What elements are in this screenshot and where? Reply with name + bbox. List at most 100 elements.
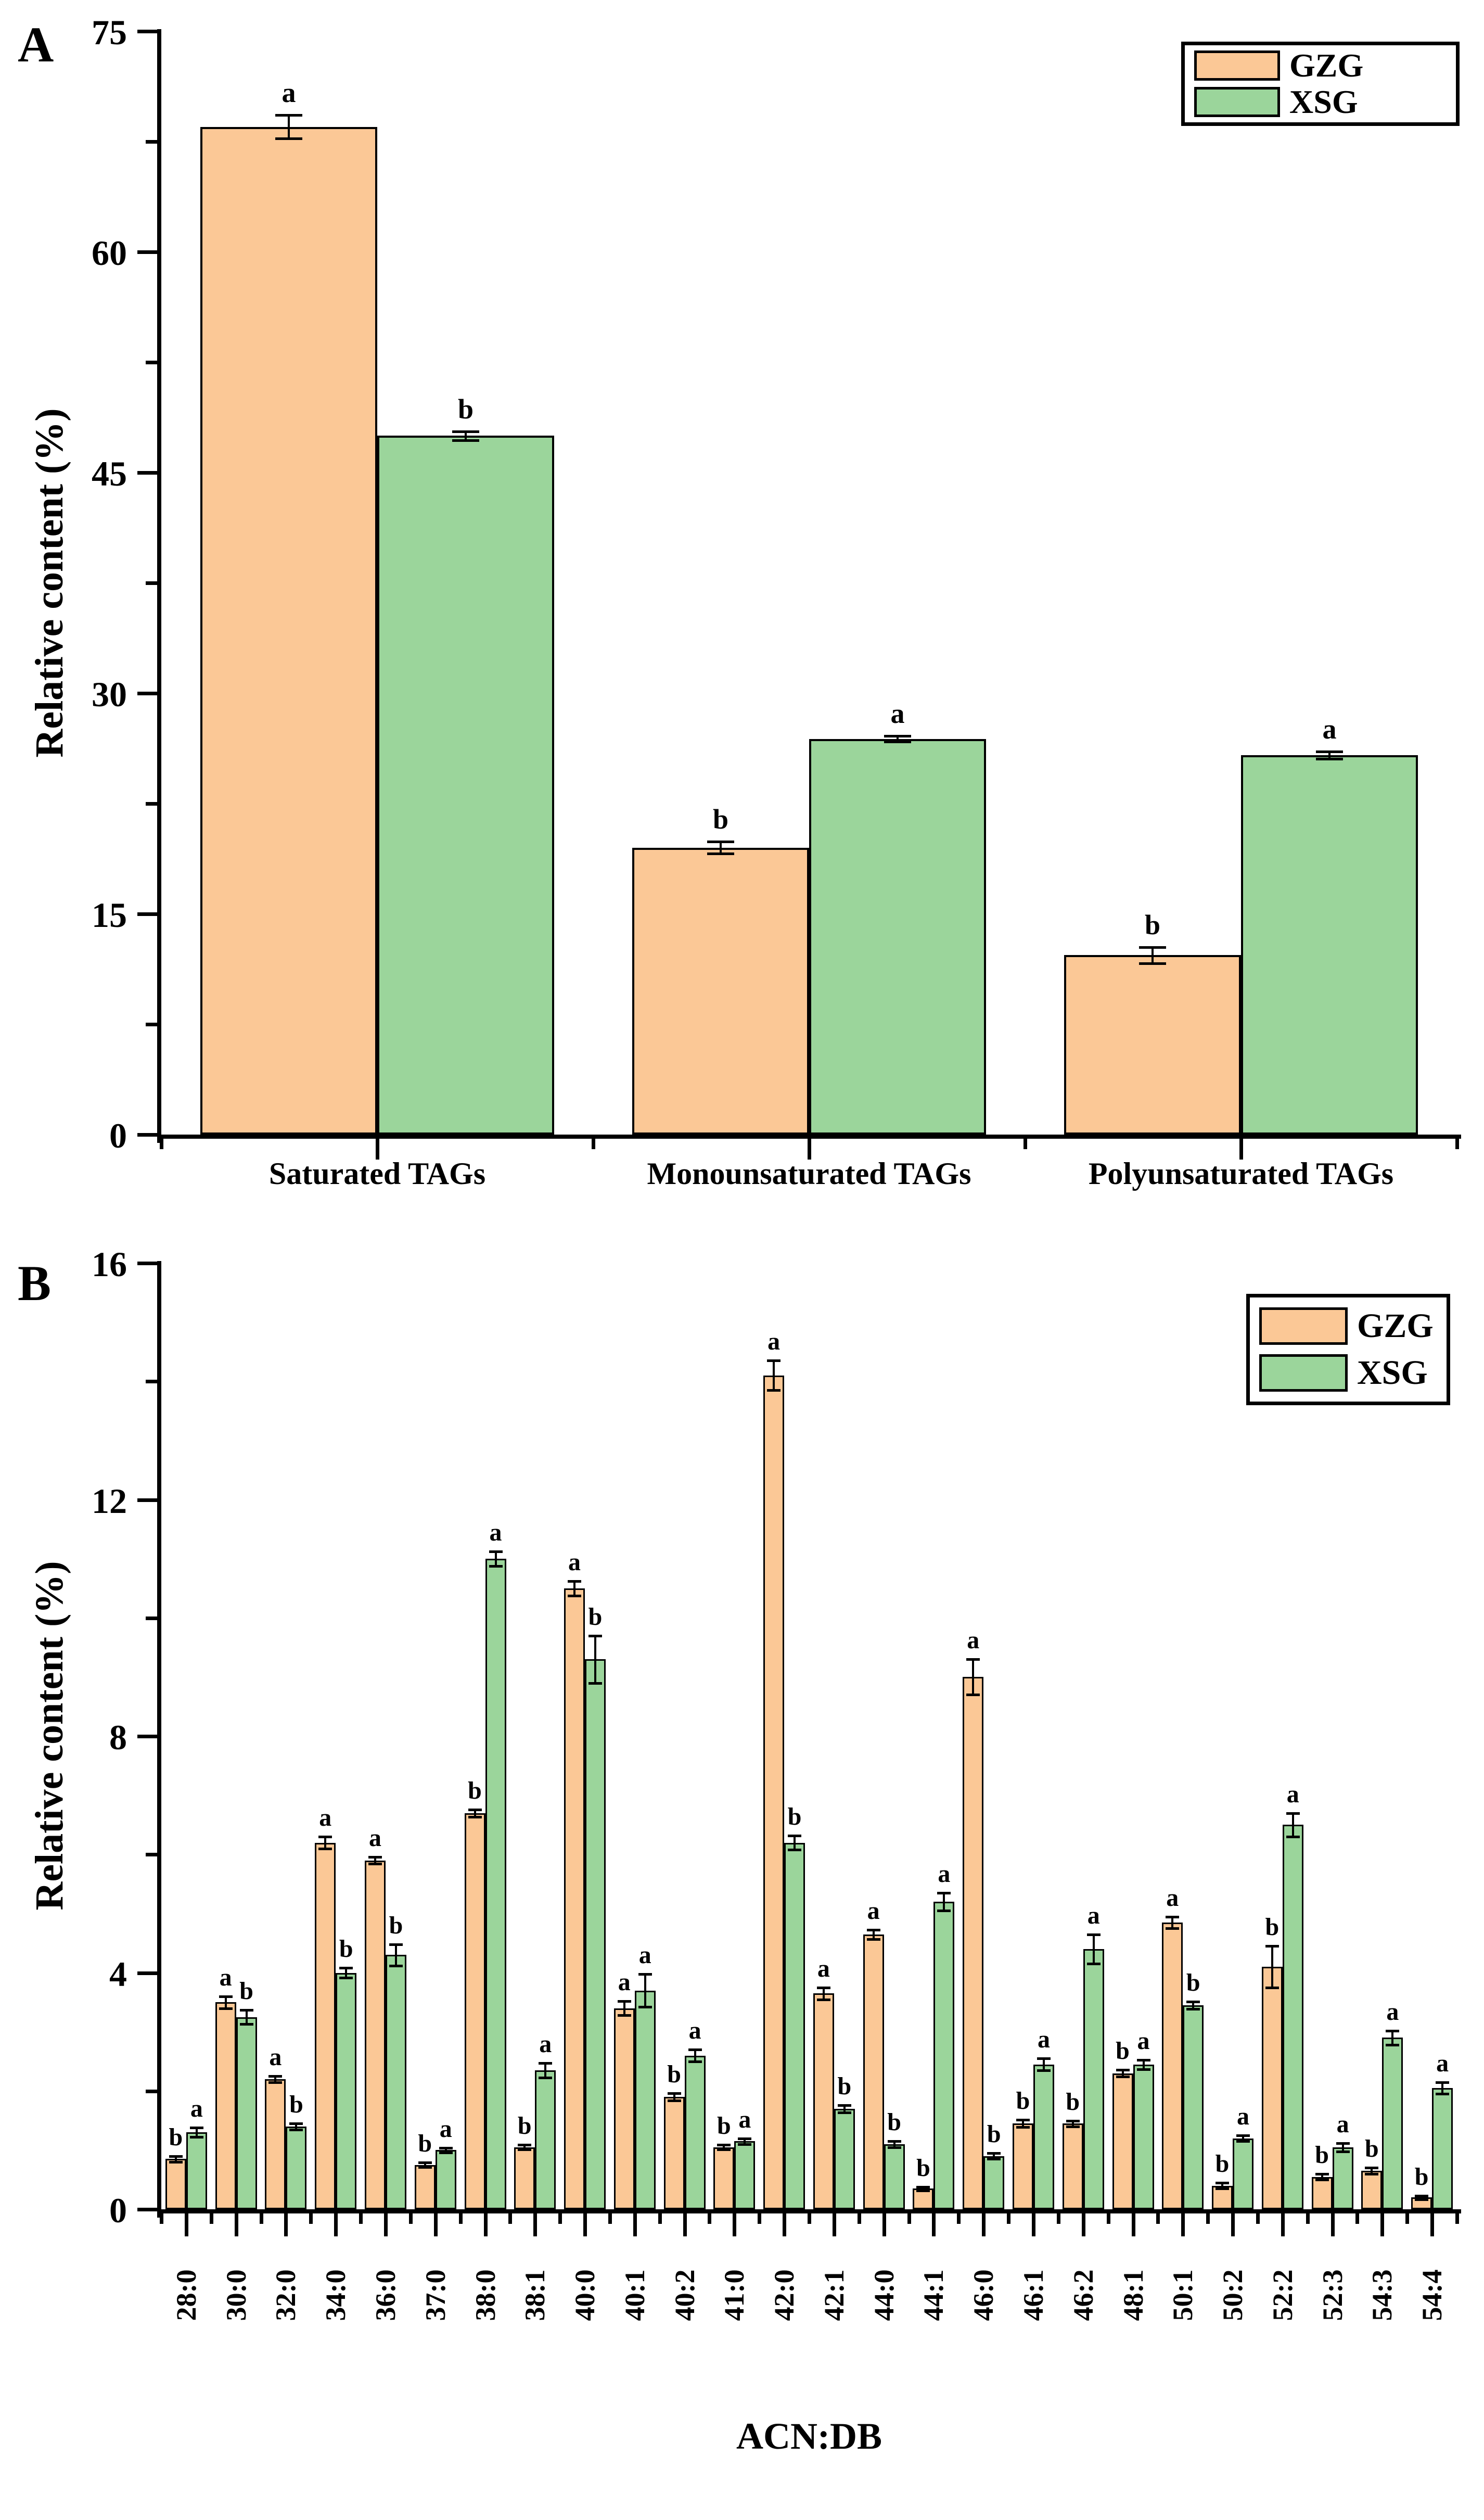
x-boundary-tick <box>1355 2213 1360 2224</box>
error-bar-cap-top <box>816 1986 830 1989</box>
error-bar <box>897 735 899 742</box>
error-bar-cap-top <box>275 114 302 117</box>
error-bar-cap-bottom <box>1166 1927 1180 1930</box>
error-bar <box>1441 2082 1444 2094</box>
error-bar-cap-top <box>268 2075 283 2078</box>
error-bar <box>1291 1813 1294 1837</box>
error-bar-cap-bottom <box>738 2143 752 2146</box>
error-bar-cap-bottom <box>887 2146 901 2149</box>
y-major-tick <box>137 1735 157 1738</box>
bar-xsg-54:4 <box>1432 2088 1453 2209</box>
error-bar <box>374 1856 376 1864</box>
error-bar <box>893 2141 895 2147</box>
bar-xsg-37:0 <box>435 2150 456 2209</box>
error-bar-cap-bottom <box>568 1594 582 1597</box>
error-bar-cap-top <box>589 1634 603 1637</box>
y-minor-tick <box>146 1853 157 1857</box>
error-bar-cap-top <box>1316 750 1343 753</box>
panel-b-label: B <box>18 1255 52 1311</box>
y-minor-tick <box>146 1380 157 1384</box>
bar-gzg-Monounsaturated TAGs <box>632 847 809 1135</box>
x-major-tick <box>433 2213 438 2236</box>
legend-label-xsg: XSG <box>1289 83 1358 121</box>
bar-xsg-34:0 <box>336 1972 357 2209</box>
error-bar-cap-top <box>916 2185 930 2188</box>
bar-gzg-46:0 <box>963 1677 984 2209</box>
error-bar-cap-bottom <box>169 2161 183 2164</box>
x-major-tick <box>882 2213 886 2236</box>
error-bar <box>1421 2195 1423 2199</box>
error-bar-cap-bottom <box>1415 2198 1429 2201</box>
error-bar <box>1071 2120 1074 2127</box>
error-bar-cap-top <box>452 430 479 433</box>
y-major-tick <box>137 912 157 916</box>
x-category-label: 44:1 <box>918 2269 950 2321</box>
error-bar-cap-bottom <box>339 1976 353 1979</box>
x-category-label: 42:0 <box>769 2269 800 2321</box>
significance-letter: a <box>1237 2102 1250 2130</box>
bar-gzg-52:3 <box>1311 2177 1333 2209</box>
error-bar <box>345 1968 348 1978</box>
x-boundary-tick <box>907 2213 911 2224</box>
error-bar-cap-top <box>1286 1812 1300 1815</box>
panel-b-legend: GZG XSG <box>1246 1294 1450 1405</box>
significance-letter: b <box>1364 2135 1379 2163</box>
error-bar-cap-top <box>1386 2029 1400 2032</box>
error-bar <box>1321 2173 1323 2180</box>
x-boundary-tick <box>558 2213 562 2224</box>
error-bar-cap-top <box>638 1972 652 1976</box>
error-bar-cap-top <box>339 1967 353 1970</box>
y-major-tick <box>137 2208 157 2211</box>
error-bar <box>474 1809 476 1817</box>
significance-letter: b <box>588 1602 603 1631</box>
panel-b-x-axis-title: ACN:DB <box>736 2415 882 2457</box>
x-boundary-tick <box>359 2213 363 2224</box>
error-bar-cap-top <box>239 2009 253 2012</box>
bar-gzg-34:0 <box>315 1842 336 2209</box>
x-boundary-tick <box>1405 2213 1410 2224</box>
error-bar-cap-bottom <box>489 1564 503 1568</box>
significance-letter: a <box>738 2105 751 2133</box>
error-bar-cap-top <box>738 2137 752 2140</box>
x-boundary-tick <box>1455 2213 1459 2224</box>
error-bar-cap-top <box>318 1836 332 1839</box>
error-bar <box>394 1944 397 1966</box>
error-bar-cap-bottom <box>189 2136 203 2139</box>
error-bar-cap-bottom <box>638 2006 652 2009</box>
error-bar-cap-top <box>368 1855 382 1859</box>
significance-letter: b <box>787 1802 802 1830</box>
x-boundary-tick <box>592 1139 595 1149</box>
error-bar-cap-bottom <box>667 2099 681 2102</box>
error-bar <box>1092 1934 1095 1964</box>
bar-xsg-41:0 <box>734 2141 756 2209</box>
x-boundary-tick <box>1024 1139 1027 1149</box>
significance-letter: a <box>1386 1997 1399 2026</box>
error-bar <box>594 1635 597 1683</box>
error-bar-cap-top <box>1365 2167 1379 2170</box>
error-bar-cap-bottom <box>688 2060 702 2063</box>
error-bar-cap-top <box>1066 2119 1080 2122</box>
error-bar-cap-top <box>1186 2001 1200 2004</box>
bar-gzg-40:0 <box>564 1588 585 2209</box>
error-bar-cap-top <box>1016 2119 1030 2122</box>
x-major-tick <box>1331 2213 1335 2236</box>
error-bar-cap-bottom <box>1265 1986 1279 1989</box>
error-bar-cap-top <box>1086 1933 1101 1936</box>
significance-letter: b <box>667 2060 681 2089</box>
bar-xsg-Saturated TAGs <box>377 436 554 1135</box>
error-bar-cap-bottom <box>1365 2172 1379 2175</box>
x-major-tick <box>932 2213 936 2236</box>
error-bar <box>1021 2120 1024 2128</box>
error-bar-cap-bottom <box>268 2081 283 2084</box>
bar-gzg-41:0 <box>713 2147 735 2209</box>
significance-letter: a <box>319 1804 332 1832</box>
x-boundary-tick <box>857 2213 861 2224</box>
error-bar-cap-top <box>707 841 734 844</box>
x-major-tick <box>383 2213 388 2236</box>
error-bar-cap-bottom <box>418 2166 432 2169</box>
x-boundary-tick <box>758 2213 762 2224</box>
legend-label-gzg: GZG <box>1357 1306 1434 1345</box>
error-bar-cap-bottom <box>1116 2076 1130 2079</box>
error-bar-cap-bottom <box>219 2007 233 2010</box>
significance-letter: a <box>1322 713 1337 745</box>
